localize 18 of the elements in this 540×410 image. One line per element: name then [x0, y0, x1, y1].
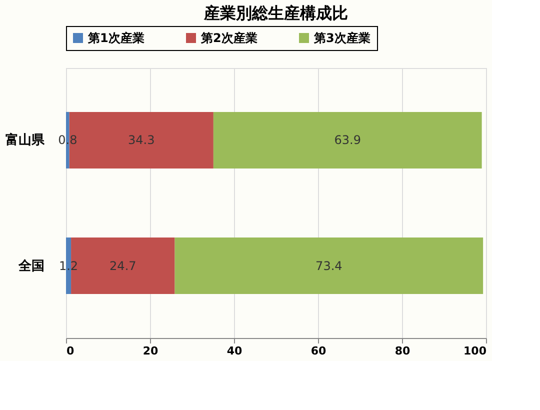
x-tick-label: 80 — [394, 344, 410, 358]
x-tick-label: 60 — [310, 344, 326, 358]
data-label: 0.8 — [58, 133, 78, 148]
data-label: 63.9 — [334, 133, 361, 148]
legend-label: 第1次産業 — [87, 31, 144, 45]
x-tick-label: 100 — [464, 344, 487, 358]
data-label: 34.3 — [128, 133, 155, 148]
legend-label: 第2次産業 — [200, 31, 258, 45]
y-tick-label: 全国 — [18, 258, 44, 274]
y-tick-label: 富山県 — [6, 132, 46, 148]
legend-label: 第3次産業 — [313, 31, 370, 45]
data-label: 73.4 — [316, 258, 342, 273]
x-tick-label: 20 — [142, 344, 158, 358]
x-tick-label: 0 — [66, 344, 74, 358]
data-label: 1.2 — [58, 258, 78, 273]
x-tick-label: 40 — [226, 344, 242, 358]
chart-title: 産業別総生産構成比 — [203, 4, 348, 22]
data-label: 24.7 — [110, 258, 136, 273]
